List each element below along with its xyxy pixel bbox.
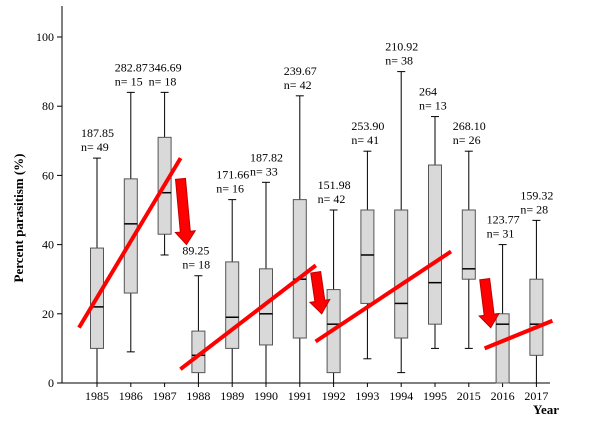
x-tick-label: 1985	[85, 389, 109, 403]
red-arrow	[478, 278, 500, 329]
x-tick-label: 1989	[220, 389, 244, 403]
y-axis-title: Percent parasitism (%)	[11, 153, 26, 282]
x-tick-label: 1994	[389, 389, 413, 403]
y-tick-label: 0	[48, 376, 54, 390]
trend-line	[314, 249, 453, 344]
trend-line	[179, 263, 318, 371]
box-1989	[225, 199, 240, 384]
iqr-box	[495, 313, 510, 384]
iqr-box	[123, 178, 138, 294]
box-2017	[529, 219, 544, 384]
box-1990	[259, 181, 273, 384]
trend-lines	[77, 157, 554, 371]
x-tick-label: 1995	[423, 389, 447, 403]
x-tick-label: 1992	[322, 389, 346, 403]
annotation-value: 346.69	[149, 60, 182, 74]
annotation-n: n= 18	[149, 74, 177, 88]
red-arrow	[174, 177, 197, 246]
red-arrow	[308, 270, 331, 315]
box-1992	[326, 209, 341, 384]
y-tick-label: 20	[42, 307, 54, 321]
annotation-n: n= 31	[487, 227, 515, 241]
annotation-n: n= 13	[419, 99, 447, 113]
annotation-n: n= 33	[250, 164, 278, 178]
iqr-box	[292, 199, 307, 339]
box-1986	[123, 91, 138, 353]
x-axis-ticks: 1985 1986 1987 1988 1989 1990 1991 1992 1993 1994…	[85, 383, 548, 403]
annotation-value: 239.67	[284, 64, 317, 78]
annotation-value: 159.32	[520, 188, 553, 202]
y-tick-label: 40	[42, 238, 54, 252]
iqr-box	[428, 164, 442, 325]
trend-line	[77, 157, 183, 329]
box-2015	[461, 150, 476, 349]
annotation-n: n= 42	[318, 192, 346, 206]
annotation-n: n= 28	[520, 202, 548, 216]
x-tick-label: 1987	[153, 389, 177, 403]
y-tick-label: 60	[42, 168, 54, 182]
box-1985	[90, 157, 104, 384]
x-tick-label: 1986	[119, 389, 143, 403]
box-1993	[360, 150, 375, 360]
annotation-n: n= 41	[351, 133, 379, 147]
box-1995	[428, 116, 442, 349]
annotation-value: 210.92	[385, 40, 418, 54]
y-axis-ticks: 0 20 40 60 80 100	[36, 30, 62, 390]
annotation-value: 151.98	[318, 178, 351, 192]
annotation-n: n= 15	[115, 74, 143, 88]
box-1994	[394, 71, 409, 374]
iqr-box	[360, 209, 375, 304]
arrows	[174, 177, 500, 329]
trend-line	[483, 318, 554, 351]
x-tick-label: 2016	[491, 389, 515, 403]
x-axis-title: Year	[533, 402, 559, 417]
annotation-n: n= 38	[385, 54, 413, 68]
x-tick-label: 1993	[355, 389, 379, 403]
x-tick-label: 1990	[254, 389, 278, 403]
annotation-value: 123.77	[487, 213, 520, 227]
annotation-n: n= 26	[453, 133, 481, 147]
iqr-box	[394, 209, 409, 339]
y-tick-label: 100	[36, 30, 54, 44]
box-2016	[495, 244, 510, 384]
annotation-value: 264	[419, 85, 437, 99]
y-tick-label: 80	[42, 99, 54, 113]
annotation-value: 187.82	[250, 150, 283, 164]
iqr-box	[529, 278, 544, 356]
x-tick-label: 2017	[524, 389, 548, 403]
box-1991	[292, 95, 307, 384]
annotation-n: n= 18	[182, 258, 210, 272]
box-1988	[191, 275, 206, 384]
annotation-value: 268.10	[453, 119, 486, 133]
annotation-value: 253.90	[351, 119, 384, 133]
x-tick-label: 1991	[288, 389, 312, 403]
x-tick-label: 2015	[457, 389, 481, 403]
iqr-box	[461, 209, 476, 280]
x-tick-label: 1988	[186, 389, 210, 403]
annotation-value: 187.85	[81, 126, 114, 140]
annotation-value: 89.25	[182, 244, 209, 258]
annotation-n: n= 16	[216, 182, 244, 196]
annotation-value: 282.87	[115, 60, 148, 74]
annotation-n: n= 49	[81, 140, 109, 154]
annotation-value: 171.66	[216, 168, 249, 182]
annotation-n: n= 42	[284, 78, 312, 92]
